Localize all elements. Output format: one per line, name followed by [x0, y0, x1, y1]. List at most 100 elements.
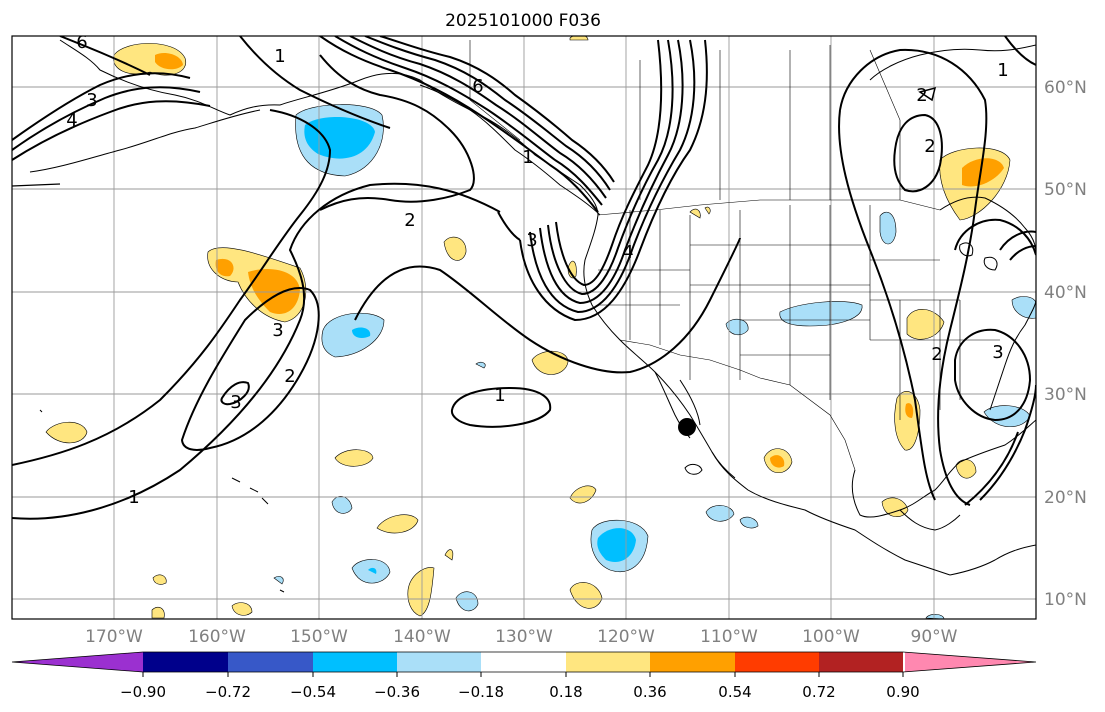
lon-label: 110°W — [700, 627, 758, 647]
lat-label: 30°N — [1044, 385, 1087, 405]
contour-line — [12, 72, 191, 141]
map-panel: 1 1 1 1 1 2 2 2 2 2 3 3 3 3 3 4 4 6 6 — [12, 32, 1036, 619]
colorbar-segment — [397, 652, 481, 672]
colorbar-segment — [313, 652, 397, 672]
contour-line — [1009, 245, 1036, 261]
colorbar-tick-label: −0.72 — [205, 683, 251, 701]
contour-line — [555, 39, 663, 287]
colorbar-segment — [650, 652, 735, 672]
colorbar-tick-label: 0.90 — [886, 683, 919, 701]
contour-line — [547, 39, 674, 296]
political-borders — [469, 40, 1000, 471]
lat-label: 10°N — [1044, 590, 1087, 610]
contour-line — [1004, 36, 1036, 66]
contour-label: 2 — [404, 210, 415, 231]
colorbar-segment — [228, 652, 313, 672]
negative-region — [879, 211, 897, 245]
contour-line — [354, 237, 741, 374]
negative-region — [1011, 296, 1036, 319]
negative-region — [725, 318, 749, 336]
contour-line — [529, 39, 696, 314]
contour-line — [12, 109, 332, 466]
lon-label: 100°W — [802, 627, 860, 647]
positive-core — [155, 53, 183, 70]
positive-region — [567, 260, 577, 279]
positive-region — [955, 459, 977, 479]
contour-line — [220, 381, 250, 406]
contour-line — [12, 182, 501, 520]
positive-region — [376, 514, 419, 534]
contour-line — [239, 36, 391, 129]
contour-label: 1 — [997, 60, 1008, 81]
contour-line — [954, 328, 1032, 422]
positive-region — [569, 582, 603, 609]
contour-line — [893, 113, 943, 193]
lat-label: 20°N — [1044, 488, 1087, 508]
contour-label: 2 — [916, 85, 927, 106]
positive-core — [215, 258, 300, 314]
longitude-labels: 170°W 160°W 150°W 140°W 130°W 120°W 110°… — [85, 627, 958, 647]
colorbar-tick-label: −0.90 — [120, 683, 166, 701]
contour-line — [349, 36, 607, 199]
positive-region — [689, 206, 711, 219]
colorbar — [11, 651, 1037, 673]
contour-line — [954, 218, 1036, 256]
colorbar-tick-label: 0.72 — [802, 683, 835, 701]
negative-region — [455, 591, 479, 612]
contour-line — [964, 431, 1019, 506]
colorbar-tick-label: 0.36 — [633, 683, 666, 701]
contour-label: 1 — [522, 147, 533, 168]
contour-label: 1 — [274, 46, 285, 67]
colorbar-tick-label: −0.36 — [374, 683, 420, 701]
colorbar-extend-high — [905, 652, 1036, 672]
contour-line — [334, 36, 603, 206]
contour-line — [839, 48, 988, 506]
lon-label: 90°W — [911, 627, 958, 647]
lon-label: 150°W — [290, 627, 348, 647]
positive-core — [770, 455, 785, 468]
contour-label: 2 — [931, 344, 942, 365]
positive-region — [894, 391, 921, 451]
positive-region — [443, 236, 467, 261]
positive-region — [231, 602, 253, 616]
contour-label: 1 — [494, 385, 505, 406]
negative-region — [739, 516, 759, 529]
positive-core — [962, 158, 1004, 187]
colorbar-segment — [481, 652, 566, 672]
location-marker — [678, 418, 696, 436]
contour-label: 3 — [272, 320, 283, 341]
contour-label: 3 — [526, 230, 537, 251]
map-frame — [11, 35, 1037, 620]
contour-label: 6 — [76, 32, 87, 53]
contour-line — [838, 109, 936, 501]
negative-region — [475, 362, 486, 369]
positive-region — [151, 606, 165, 619]
colorbar-segment — [566, 652, 650, 672]
colorbar-tick-label: −0.18 — [458, 683, 504, 701]
lat-label: 40°N — [1044, 283, 1087, 303]
contour-label: 6 — [472, 76, 483, 97]
positive-core — [905, 403, 914, 418]
contour-line — [450, 386, 552, 428]
shaded-regions — [45, 36, 1036, 619]
positive-region — [334, 449, 374, 467]
colorbar-segment — [819, 652, 903, 672]
negative-core — [368, 567, 377, 574]
contour-line — [364, 36, 611, 191]
contour-label: 1 — [128, 487, 139, 508]
colorbar-segment — [735, 652, 819, 672]
colorbar-tick-label: 0.18 — [549, 683, 582, 701]
contour-line — [12, 100, 211, 161]
contour-line — [539, 39, 684, 305]
negative-region — [273, 576, 284, 585]
contour-line — [979, 384, 1036, 501]
lon-label: 170°W — [85, 627, 143, 647]
contour-label: 3 — [86, 90, 97, 111]
contour-line — [319, 54, 475, 211]
contour-line — [497, 211, 521, 241]
contour-line — [59, 36, 151, 76]
contour-line — [180, 287, 320, 451]
figure-title: 2025101000 F036 — [445, 11, 601, 31]
